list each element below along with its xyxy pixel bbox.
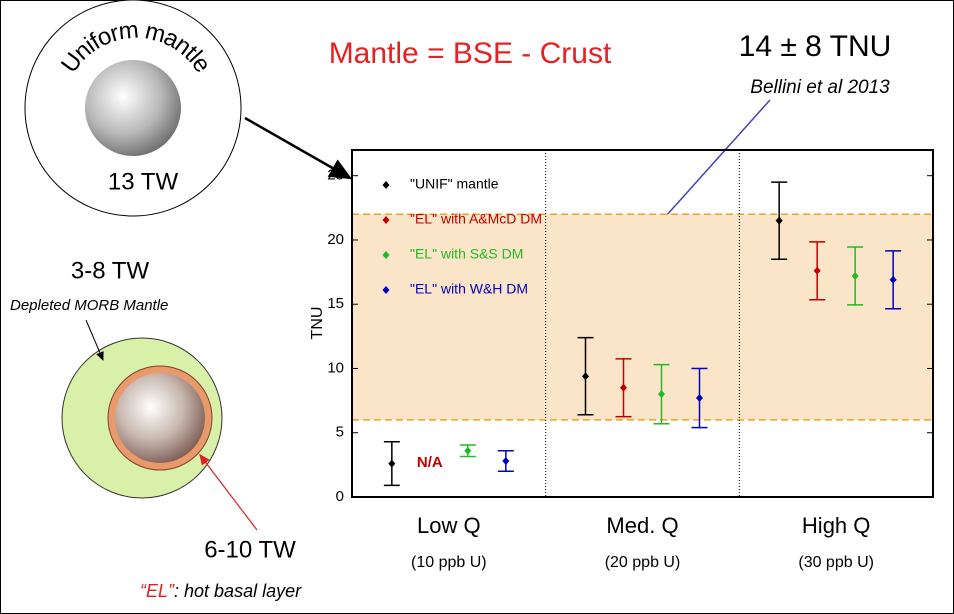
el-label: : hot basal layer xyxy=(174,581,302,601)
reference: Bellini et al 2013 xyxy=(750,77,890,98)
result: 14 ± 8 TNU xyxy=(739,30,892,63)
x-tick-note: (20 ppb U) xyxy=(605,554,681,571)
arrow xyxy=(200,455,257,530)
el-name: “EL” xyxy=(140,581,175,601)
chart: 0 5 10 15 20 25 TNU Low Q (10 ppb U) Med. Q (20 pp… xyxy=(309,150,933,571)
x-tick-label: Low Q xyxy=(417,513,481,538)
missing-label: N/A xyxy=(417,454,443,471)
arrow xyxy=(657,100,770,226)
x-tick-label: Med. Q xyxy=(606,513,678,538)
el-caption: “EL”: hot basal layer xyxy=(140,581,302,601)
y-tick-label: 10 xyxy=(327,359,344,376)
point xyxy=(388,460,395,468)
el-core xyxy=(115,373,205,463)
title: Mantle = BSE - Crust xyxy=(329,37,612,70)
legend-label: "EL" with W&H DM xyxy=(410,281,528,297)
dm-power: 3-8 TW xyxy=(71,257,150,284)
x-tick-note: (30 ppb U) xyxy=(798,554,874,571)
dm-label: Depleted MORB Mantle xyxy=(10,297,168,314)
point xyxy=(464,447,471,455)
slide: Mantle = BSE - Crust 14 ± 8 TNU Bellini … xyxy=(0,0,954,614)
y-tick-label: 25 xyxy=(327,167,344,184)
page: Mantle = BSE - Crust 14 ± 8 TNU Bellini … xyxy=(0,0,954,614)
legend-label: "EL" with A&McD DM xyxy=(410,211,542,227)
el-power: 6-10 TW xyxy=(204,536,296,563)
y-tick-label: 15 xyxy=(327,295,344,312)
uniform-core xyxy=(85,60,181,156)
x-tick-note: (10 ppb U) xyxy=(411,554,487,571)
y-axis-label: TNU xyxy=(309,307,326,340)
x-tick-label: High Q xyxy=(802,513,870,538)
y-tick-label: 20 xyxy=(327,231,344,248)
legend-label: "UNIF" mantle xyxy=(410,176,499,192)
uniform-power: 13 TW xyxy=(108,168,179,195)
legend-label: "EL" with S&S DM xyxy=(410,246,523,262)
legend-marker xyxy=(383,181,390,189)
y-tick-label: 0 xyxy=(336,488,344,505)
y-tick-label: 5 xyxy=(336,424,344,441)
point xyxy=(502,457,509,465)
